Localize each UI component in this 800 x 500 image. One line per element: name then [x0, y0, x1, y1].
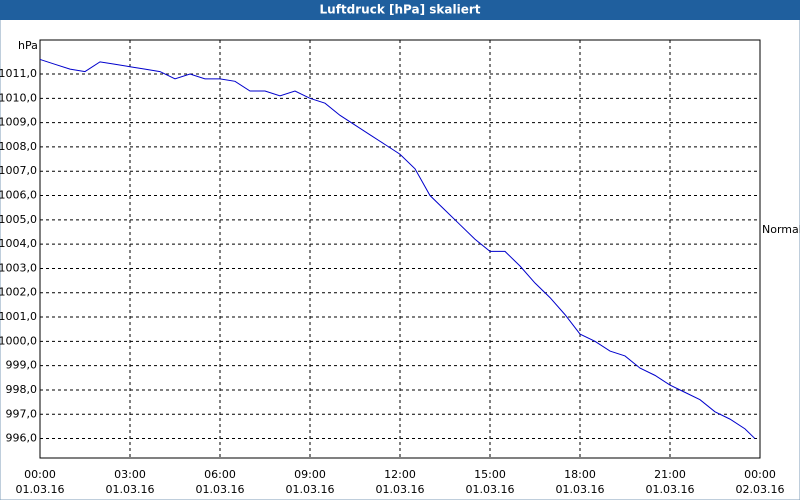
y-tick-label: 1001,0	[0, 310, 37, 323]
y-tick-label: 1005,0	[0, 213, 37, 226]
y-tick-label: 998,0	[6, 383, 38, 396]
x-tick-date: 01.03.16	[466, 483, 515, 496]
y-tick-label: 1007,0	[0, 164, 37, 177]
y-tick-label: 1010,0	[0, 91, 37, 104]
y-tick-label: 997,0	[6, 407, 38, 420]
y-tick-label: 1011,0	[0, 67, 37, 80]
x-tick-label: 21:00	[654, 468, 686, 481]
x-tick-date: 01.03.16	[286, 483, 335, 496]
x-tick-date: 01.03.16	[556, 483, 605, 496]
y-axis-label: hPa	[18, 39, 38, 52]
x-tick-label: 00:00	[24, 468, 56, 481]
y-tick-label: 1006,0	[0, 189, 37, 202]
x-tick-label: 09:00	[294, 468, 326, 481]
x-tick-date: 01.03.16	[376, 483, 425, 496]
x-tick-label: 03:00	[114, 468, 146, 481]
y-tick-label: 996,0	[6, 432, 38, 445]
series-label: Normal	[762, 223, 800, 236]
y-tick-label: 1009,0	[0, 116, 37, 129]
y-tick-label: 1008,0	[0, 140, 37, 153]
x-tick-label: 18:00	[564, 468, 596, 481]
x-tick-label: 12:00	[384, 468, 416, 481]
y-tick-label: 1004,0	[0, 237, 37, 250]
x-tick-label: 00:00	[744, 468, 776, 481]
y-tick-label: 1000,0	[0, 334, 37, 347]
y-tick-label: 999,0	[6, 359, 38, 372]
title-bar	[0, 0, 800, 20]
y-tick-label: 1003,0	[0, 261, 37, 274]
x-tick-label: 06:00	[204, 468, 236, 481]
data-line	[39, 58, 756, 439]
x-tick-date: 01.03.16	[16, 483, 65, 496]
x-tick-date: 01.03.16	[196, 483, 245, 496]
x-tick-date: 02.03.16	[736, 483, 785, 496]
chart-title: Luftdruck [hPa] skaliert	[320, 3, 481, 17]
x-tick-label: 15:00	[474, 468, 506, 481]
x-tick-date: 01.03.16	[106, 483, 155, 496]
y-tick-label: 1002,0	[0, 286, 37, 299]
x-tick-date: 01.03.16	[646, 483, 695, 496]
